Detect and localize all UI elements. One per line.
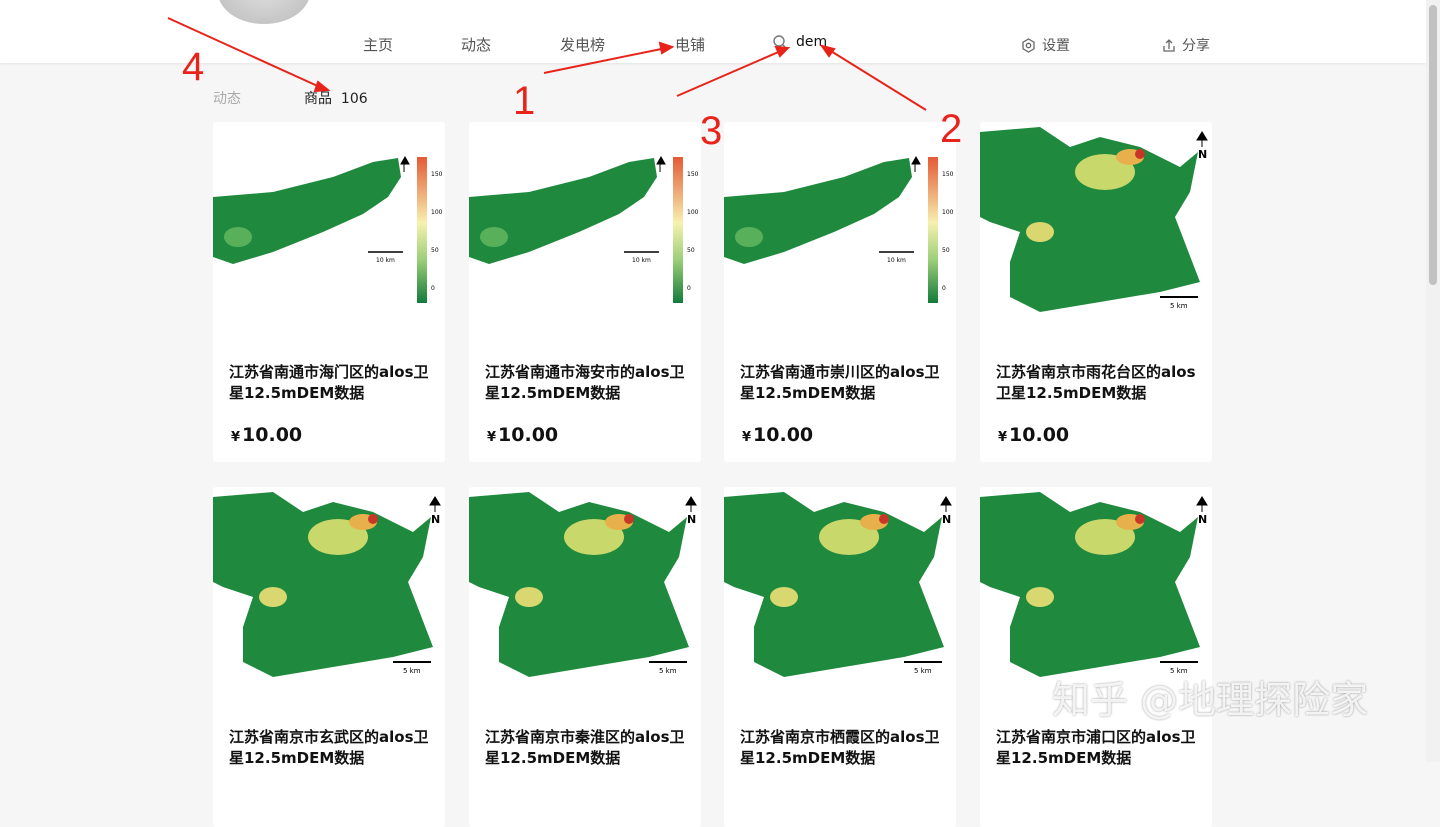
legend-tick: 50 <box>687 247 695 254</box>
product-price: ¥10.00 <box>998 424 1069 446</box>
legend-tick: 0 <box>687 285 691 292</box>
dem-map-image: N 5 km <box>213 492 441 677</box>
search-input[interactable]: dem <box>796 34 828 50</box>
settings-label: 设置 <box>1042 38 1070 54</box>
dem-map-image: 10 km 150 100 50 0 <box>469 155 699 303</box>
product-card[interactable]: 10 km 150 100 50 0 江苏省南通市崇川区的alos卫星12.5mDEM… <box>724 122 956 462</box>
product-title[interactable]: 江苏省南通市崇川区的alos卫星12.5mDEM数据 <box>740 363 940 402</box>
avatar[interactable] <box>218 0 310 24</box>
legend-tick: 150 <box>942 171 954 178</box>
scale-bar-label: 5 km <box>1170 302 1188 310</box>
settings-button[interactable]: 设置 <box>1021 35 1070 55</box>
currency-symbol: ¥ <box>231 430 241 445</box>
currency-symbol: ¥ <box>998 430 1008 445</box>
product-title[interactable]: 江苏省南京市栖霞区的alos卫星12.5mDEM数据 <box>740 728 940 767</box>
product-price: ¥10.00 <box>487 424 558 446</box>
legend-tick: 100 <box>687 209 699 216</box>
price-value: 10.00 <box>1009 424 1070 446</box>
legend-tick: 150 <box>431 171 443 178</box>
product-title[interactable]: 江苏省南通市海安市的alos卫星12.5mDEM数据 <box>485 363 685 402</box>
product-title[interactable]: 江苏省南京市浦口区的alos卫星12.5mDEM数据 <box>996 728 1196 767</box>
legend-tick: 150 <box>687 171 699 178</box>
dem-map-image: N 5 km <box>469 492 697 677</box>
dem-map-image: N 5 km <box>980 492 1208 677</box>
scale-bar-label: 5 km <box>1170 667 1188 675</box>
north-label: N <box>942 513 951 526</box>
product-card[interactable]: N 5 km 江苏省南京市浦口区的alos卫星12.5mDEM数据 <box>980 487 1212 827</box>
annotation-label-1: 1 <box>513 79 535 123</box>
product-card[interactable]: N 5 km 江苏省南京市栖霞区的alos卫星12.5mDEM数据 <box>724 487 956 827</box>
product-card[interactable]: 10 km 150 100 50 0 江苏省南通市海安市的alos卫星12.5mDEM… <box>469 122 701 462</box>
search-icon <box>773 35 787 49</box>
price-value: 10.00 <box>753 424 814 446</box>
product-title[interactable]: 江苏省南京市雨花台区的alos卫星12.5mDEM数据 <box>996 363 1196 402</box>
nav-home[interactable]: 主页 <box>363 36 394 54</box>
nav-shop[interactable]: 电铺 <box>675 36 706 54</box>
north-label: N <box>1198 513 1207 526</box>
north-label: N <box>1198 148 1207 161</box>
legend-tick: 50 <box>431 247 439 254</box>
legend-tick: 0 <box>431 285 435 292</box>
product-card[interactable]: 10 km 150 100 50 0 江苏省南通市海门区的alos卫星12.5mDEM… <box>213 122 445 462</box>
tab-goods-count: 106 <box>340 91 368 107</box>
scrollbar[interactable] <box>1426 0 1440 762</box>
north-label: N <box>687 513 696 526</box>
scale-bar-label: 5 km <box>659 667 677 675</box>
share-icon <box>1163 38 1175 52</box>
dem-map-image: 10 km 150 100 50 0 <box>213 155 443 303</box>
product-title[interactable]: 江苏省南京市玄武区的alos卫星12.5mDEM数据 <box>229 728 429 767</box>
tab-dynamic[interactable]: 动态 <box>213 91 241 107</box>
share-label: 分享 <box>1182 38 1210 54</box>
dem-map-image: N 5 km <box>980 127 1208 312</box>
product-title[interactable]: 江苏省南京市秦淮区的alos卫星12.5mDEM数据 <box>485 728 685 767</box>
product-card[interactable]: N 5 km 江苏省南京市玄武区的alos卫星12.5mDEM数据 <box>213 487 445 827</box>
legend-tick: 100 <box>431 209 443 216</box>
scale-bar-label: 10 km <box>887 257 906 264</box>
scrollbar-thumb[interactable] <box>1429 5 1437 285</box>
currency-symbol: ¥ <box>742 430 752 445</box>
price-value: 10.00 <box>498 424 559 446</box>
watermark: 知乎 @地理探险家 <box>1052 678 1369 722</box>
legend-tick: 50 <box>942 247 950 254</box>
scale-bar-label: 10 km <box>376 257 395 264</box>
search-box[interactable]: dem <box>772 34 827 50</box>
scale-bar-label: 5 km <box>403 667 421 675</box>
nav-dynamic[interactable]: 动态 <box>461 36 492 54</box>
product-price: ¥10.00 <box>742 424 813 446</box>
legend-tick: 100 <box>942 209 954 216</box>
tab-goods-label: 商品 <box>304 91 332 107</box>
scale-bar-label: 5 km <box>914 667 932 675</box>
nav-ranking[interactable]: 发电榜 <box>560 36 606 54</box>
product-card[interactable]: N 5 km 江苏省南京市秦淮区的alos卫星12.5mDEM数据 <box>469 487 701 827</box>
annotation-label-3: 3 <box>700 109 722 153</box>
north-label: N <box>431 513 440 526</box>
scale-bar-label: 10 km <box>632 257 651 264</box>
share-button[interactable]: 分享 <box>1162 35 1210 55</box>
dem-map-image: N 5 km <box>724 492 952 677</box>
tab-goods[interactable]: 商品 106 <box>304 88 368 108</box>
dem-map-image: 10 km 150 100 50 0 <box>724 155 954 303</box>
product-price: ¥10.00 <box>231 424 302 446</box>
price-value: 10.00 <box>242 424 303 446</box>
header: 主页 动态 发电榜 电铺 dem 设置 分享 <box>0 0 1426 63</box>
gear-icon <box>1022 37 1035 53</box>
currency-symbol: ¥ <box>487 430 497 445</box>
legend-tick: 0 <box>942 285 946 292</box>
product-title[interactable]: 江苏省南通市海门区的alos卫星12.5mDEM数据 <box>229 363 429 402</box>
product-card[interactable]: N 5 km 江苏省南京市雨花台区的alos卫星12.5mDEM数据 ¥10.00 <box>980 122 1212 462</box>
